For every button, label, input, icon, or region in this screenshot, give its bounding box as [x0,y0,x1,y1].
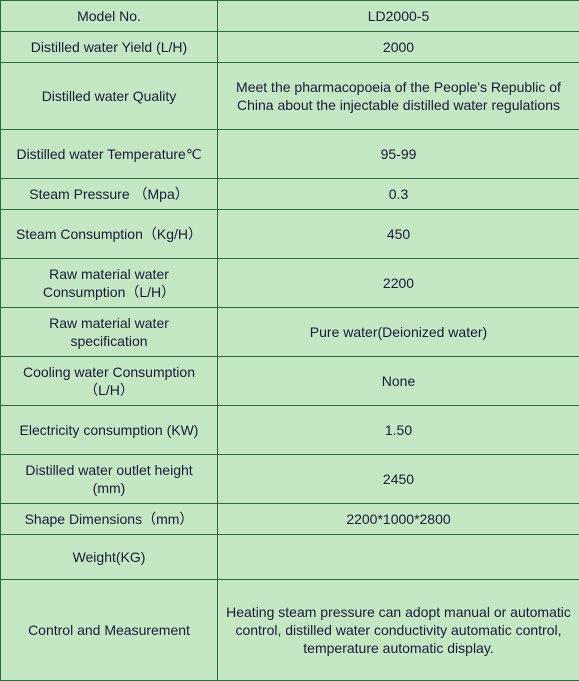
row-label: Distilled water Temperature℃ [1,130,218,179]
row-label: Distilled water Yield (L/H) [1,32,218,63]
table-row: Cooling water Consumption（L/H）None [1,357,579,406]
row-label: Control and Measurement [1,580,218,681]
row-value: Heating steam pressure can adopt manual … [218,580,579,681]
row-value: 2200 [218,259,579,308]
table-row: Steam Consumption（Kg/H）450 [1,210,579,259]
row-value: 2200*1000*2800 [218,504,579,535]
row-value: 0.3 [218,179,579,210]
row-label: Raw material water specification [1,308,218,357]
row-label: Steam Pressure （Mpa） [1,179,218,210]
table-row: Shape Dimensions（mm）2200*1000*2800 [1,504,579,535]
row-label: Raw material water Consumption（L/H） [1,259,218,308]
row-value: 2450 [218,455,579,504]
row-value: 1.50 [218,406,579,455]
row-label: Shape Dimensions（mm） [1,504,218,535]
spec-table-body: Model No.LD2000-5Distilled water Yield (… [1,1,579,681]
table-row: Electricity consumption (KW)1.50 [1,406,579,455]
row-label: Distilled water Quality [1,63,218,130]
row-label: Electricity consumption (KW) [1,406,218,455]
row-value: None [218,357,579,406]
table-row: Raw material water Consumption（L/H）2200 [1,259,579,308]
table-row: Weight(KG) [1,535,579,580]
row-value [218,535,579,580]
table-row: Distilled water Temperature℃95-99 [1,130,579,179]
row-value: Meet the pharmacopoeia of the People's R… [218,63,579,130]
row-value: 2000 [218,32,579,63]
row-label: Weight(KG) [1,535,218,580]
row-label: Model No. [1,1,218,32]
table-row: Raw material water specificationPure wat… [1,308,579,357]
table-row: Control and MeasurementHeating steam pre… [1,580,579,681]
row-label: Distilled water outlet height (mm) [1,455,218,504]
row-value: Pure water(Deionized water) [218,308,579,357]
row-label: Cooling water Consumption（L/H） [1,357,218,406]
row-value: LD2000-5 [218,1,579,32]
row-value: 95-99 [218,130,579,179]
row-value: 450 [218,210,579,259]
table-row: Steam Pressure （Mpa）0.3 [1,179,579,210]
table-row: Distilled water outlet height (mm)2450 [1,455,579,504]
specification-table: Model No.LD2000-5Distilled water Yield (… [0,0,579,681]
table-row: Model No.LD2000-5 [1,1,579,32]
table-row: Distilled water QualityMeet the pharmaco… [1,63,579,130]
table-row: Distilled water Yield (L/H)2000 [1,32,579,63]
row-label: Steam Consumption（Kg/H） [1,210,218,259]
